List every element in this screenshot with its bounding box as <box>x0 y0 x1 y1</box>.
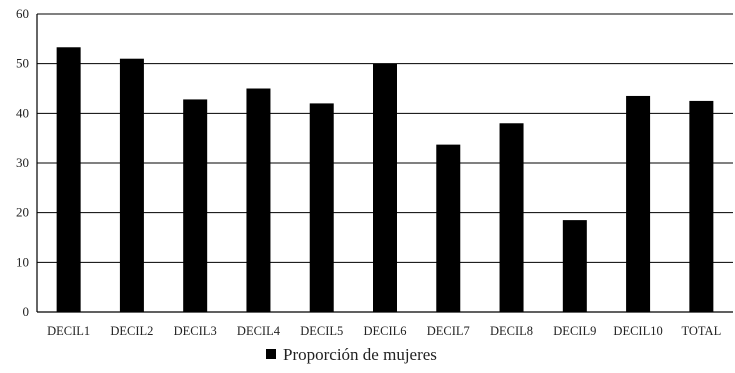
legend: Proporción de mujeres <box>266 345 437 364</box>
bar <box>309 103 334 313</box>
bar <box>183 99 208 312</box>
y-tick-label: 30 <box>16 155 29 170</box>
y-tick-label: 10 <box>16 254 29 269</box>
x-category-label: DECIL4 <box>237 324 281 338</box>
x-category-label: DECIL7 <box>427 324 470 338</box>
bar <box>119 58 144 313</box>
x-category-label: DECIL1 <box>47 324 90 338</box>
x-category-label: DECIL5 <box>300 324 343 338</box>
y-tick-label: 20 <box>16 205 29 220</box>
x-category-labels: DECIL1 DECIL2 DECIL3 DECIL4 DECIL5 DECIL6 DECI… <box>47 324 721 338</box>
legend-swatch <box>266 349 276 359</box>
x-category-label: DECIL6 <box>363 324 406 338</box>
bar <box>56 47 81 312</box>
x-category-label: DECIL10 <box>613 324 662 338</box>
y-tick-label: 0 <box>23 304 30 319</box>
y-tick-label: 50 <box>16 56 29 71</box>
x-category-label: DECIL9 <box>553 324 596 338</box>
bar <box>626 95 651 312</box>
bars <box>56 47 714 313</box>
x-category-label: DECIL8 <box>490 324 533 338</box>
bar <box>499 123 524 313</box>
bar <box>562 220 587 312</box>
bar <box>689 100 714 313</box>
bar <box>436 144 461 312</box>
axes <box>36 14 733 313</box>
legend-label: Proporción de mujeres <box>283 345 437 364</box>
x-category-label: DECIL3 <box>174 324 217 338</box>
x-category-label: DECIL2 <box>110 324 153 338</box>
y-tick-label: 60 <box>16 6 29 21</box>
y-tick-labels: 0 10 20 30 40 50 60 <box>16 6 29 319</box>
y-tick-label: 40 <box>16 105 29 120</box>
bar <box>246 88 271 312</box>
bar <box>373 63 397 312</box>
x-category-label: TOTAL <box>681 324 721 338</box>
